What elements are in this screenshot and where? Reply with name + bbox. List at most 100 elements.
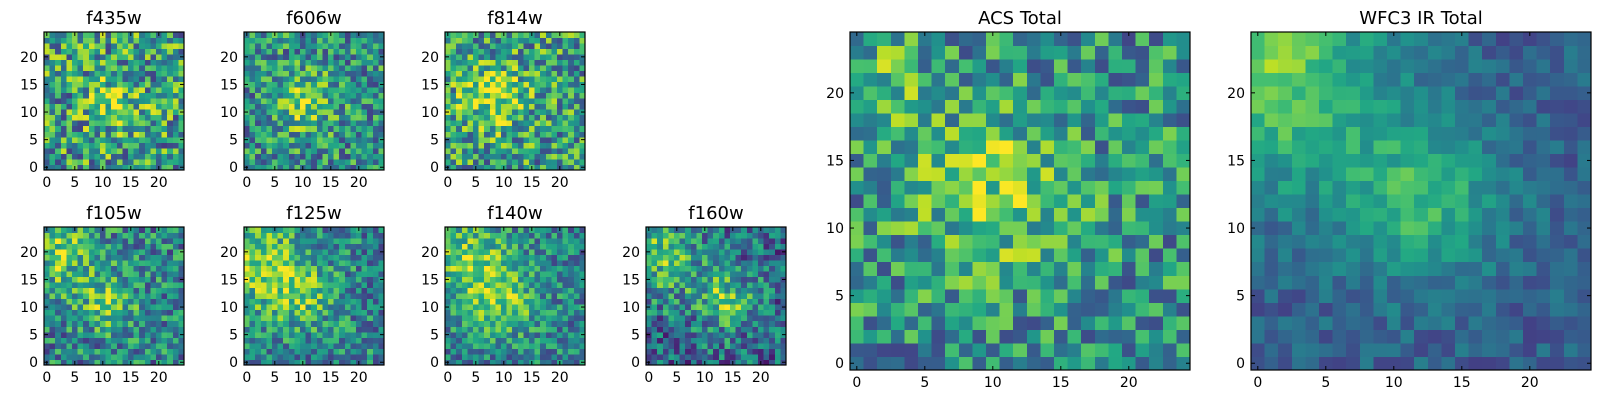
heatmap-cell (361, 320, 368, 327)
heatmap-cell (378, 287, 385, 294)
heatmap-cell (540, 76, 547, 83)
heatmap-cell (646, 298, 652, 305)
heatmap-cell (339, 271, 346, 278)
y-tick-label: 20 (220, 50, 238, 66)
heatmap-cell (657, 342, 664, 349)
heatmap-cell (573, 348, 580, 355)
heatmap-cell (1162, 248, 1177, 263)
heatmap-cell (378, 348, 385, 355)
heatmap-cell (746, 348, 753, 355)
heatmap-cell (255, 43, 262, 49)
heatmap-cell (557, 131, 563, 138)
heatmap-cell (551, 315, 558, 322)
heatmap-cell (540, 98, 547, 105)
heatmap-cell (506, 43, 513, 49)
heatmap-cell (1026, 261, 1041, 276)
y-tick-label: 10 (421, 105, 439, 121)
heatmap-cell (77, 136, 84, 143)
heatmap-cell (495, 238, 502, 244)
heatmap-cell (333, 114, 340, 121)
heatmap-cell (551, 131, 558, 138)
heatmap-cell (344, 271, 351, 278)
heatmap-cell (156, 260, 162, 267)
heatmap-cell (288, 120, 295, 127)
heatmap-cell (249, 87, 256, 94)
heatmap-cell (305, 238, 312, 244)
heatmap-cell (60, 142, 67, 149)
heatmap-cell (249, 320, 256, 327)
heatmap-cell (557, 103, 563, 110)
heatmap-cell (316, 271, 323, 278)
heatmap-cell (679, 287, 686, 294)
heatmap-cell (557, 309, 563, 316)
heatmap-cell (1067, 302, 1082, 317)
heatmap-cell (94, 147, 101, 154)
heatmap-cell (316, 227, 323, 233)
heatmap-cell (378, 147, 385, 154)
heatmap-cell (288, 158, 295, 165)
heatmap-cell (167, 293, 174, 300)
heatmap-cell (277, 125, 284, 132)
heatmap-cell (77, 32, 84, 38)
heatmap-cell (769, 227, 776, 233)
heatmap-cell (679, 320, 686, 327)
heatmap-cell (88, 109, 95, 116)
heatmap-cell (266, 87, 273, 94)
heatmap-cell (116, 142, 123, 149)
heatmap-cell (651, 359, 658, 366)
heatmap-cell (339, 153, 346, 160)
heatmap-cell (668, 342, 675, 349)
heatmap-cell (646, 260, 652, 267)
heatmap-cell (730, 282, 736, 289)
heatmap-cell (77, 65, 84, 72)
heatmap-cell (328, 125, 334, 132)
heatmap-cell (1013, 180, 1028, 195)
heatmap-cell (44, 315, 50, 322)
heatmap-cell (350, 65, 357, 72)
heatmap-cell (156, 276, 162, 283)
heatmap-cell (517, 153, 524, 160)
heatmap-cell (316, 287, 323, 294)
heatmap-cell (545, 136, 552, 143)
heatmap-cell (372, 87, 379, 94)
heatmap-cell (311, 81, 318, 88)
heatmap-cell (161, 326, 168, 333)
heatmap-cell (758, 304, 764, 311)
heatmap-cell (249, 76, 256, 83)
heatmap-cell (1162, 194, 1177, 209)
heatmap-cell (1094, 234, 1109, 249)
heatmap-cell (311, 348, 318, 355)
heatmap-cell (679, 232, 686, 239)
heatmap-cell (367, 331, 374, 338)
heatmap-cell (367, 125, 374, 132)
heatmap-cell (66, 243, 73, 250)
heatmap-cell (77, 309, 84, 316)
heatmap-cell (780, 315, 787, 322)
heatmap-cell (128, 125, 134, 132)
heatmap-cell (568, 70, 575, 77)
panel-title: f606w (286, 8, 341, 29)
heatmap-cell (495, 249, 502, 255)
heatmap-cell (523, 103, 530, 110)
heatmap-cell (1040, 167, 1055, 182)
heatmap-cell (478, 265, 485, 272)
heatmap-cell (150, 243, 157, 250)
heatmap-cell (579, 271, 586, 278)
heatmap-cell (668, 243, 675, 250)
heatmap-cell (696, 309, 703, 316)
heatmap-cell (277, 59, 284, 66)
heatmap-cell (478, 348, 485, 355)
heatmap-cell (294, 59, 301, 66)
heatmap-cell (523, 59, 530, 66)
heatmap-cell (272, 87, 278, 94)
heatmap-cell (702, 326, 708, 333)
heatmap-cell (294, 32, 301, 38)
heatmap-cell (156, 232, 162, 239)
heatmap-cell (161, 260, 168, 267)
heatmap-cell (473, 260, 479, 267)
heatmap-cell (150, 76, 157, 83)
heatmap-cell (249, 243, 256, 250)
heatmap-cell (83, 76, 90, 83)
heatmap-cell (702, 320, 708, 327)
heatmap-cell (344, 81, 351, 88)
